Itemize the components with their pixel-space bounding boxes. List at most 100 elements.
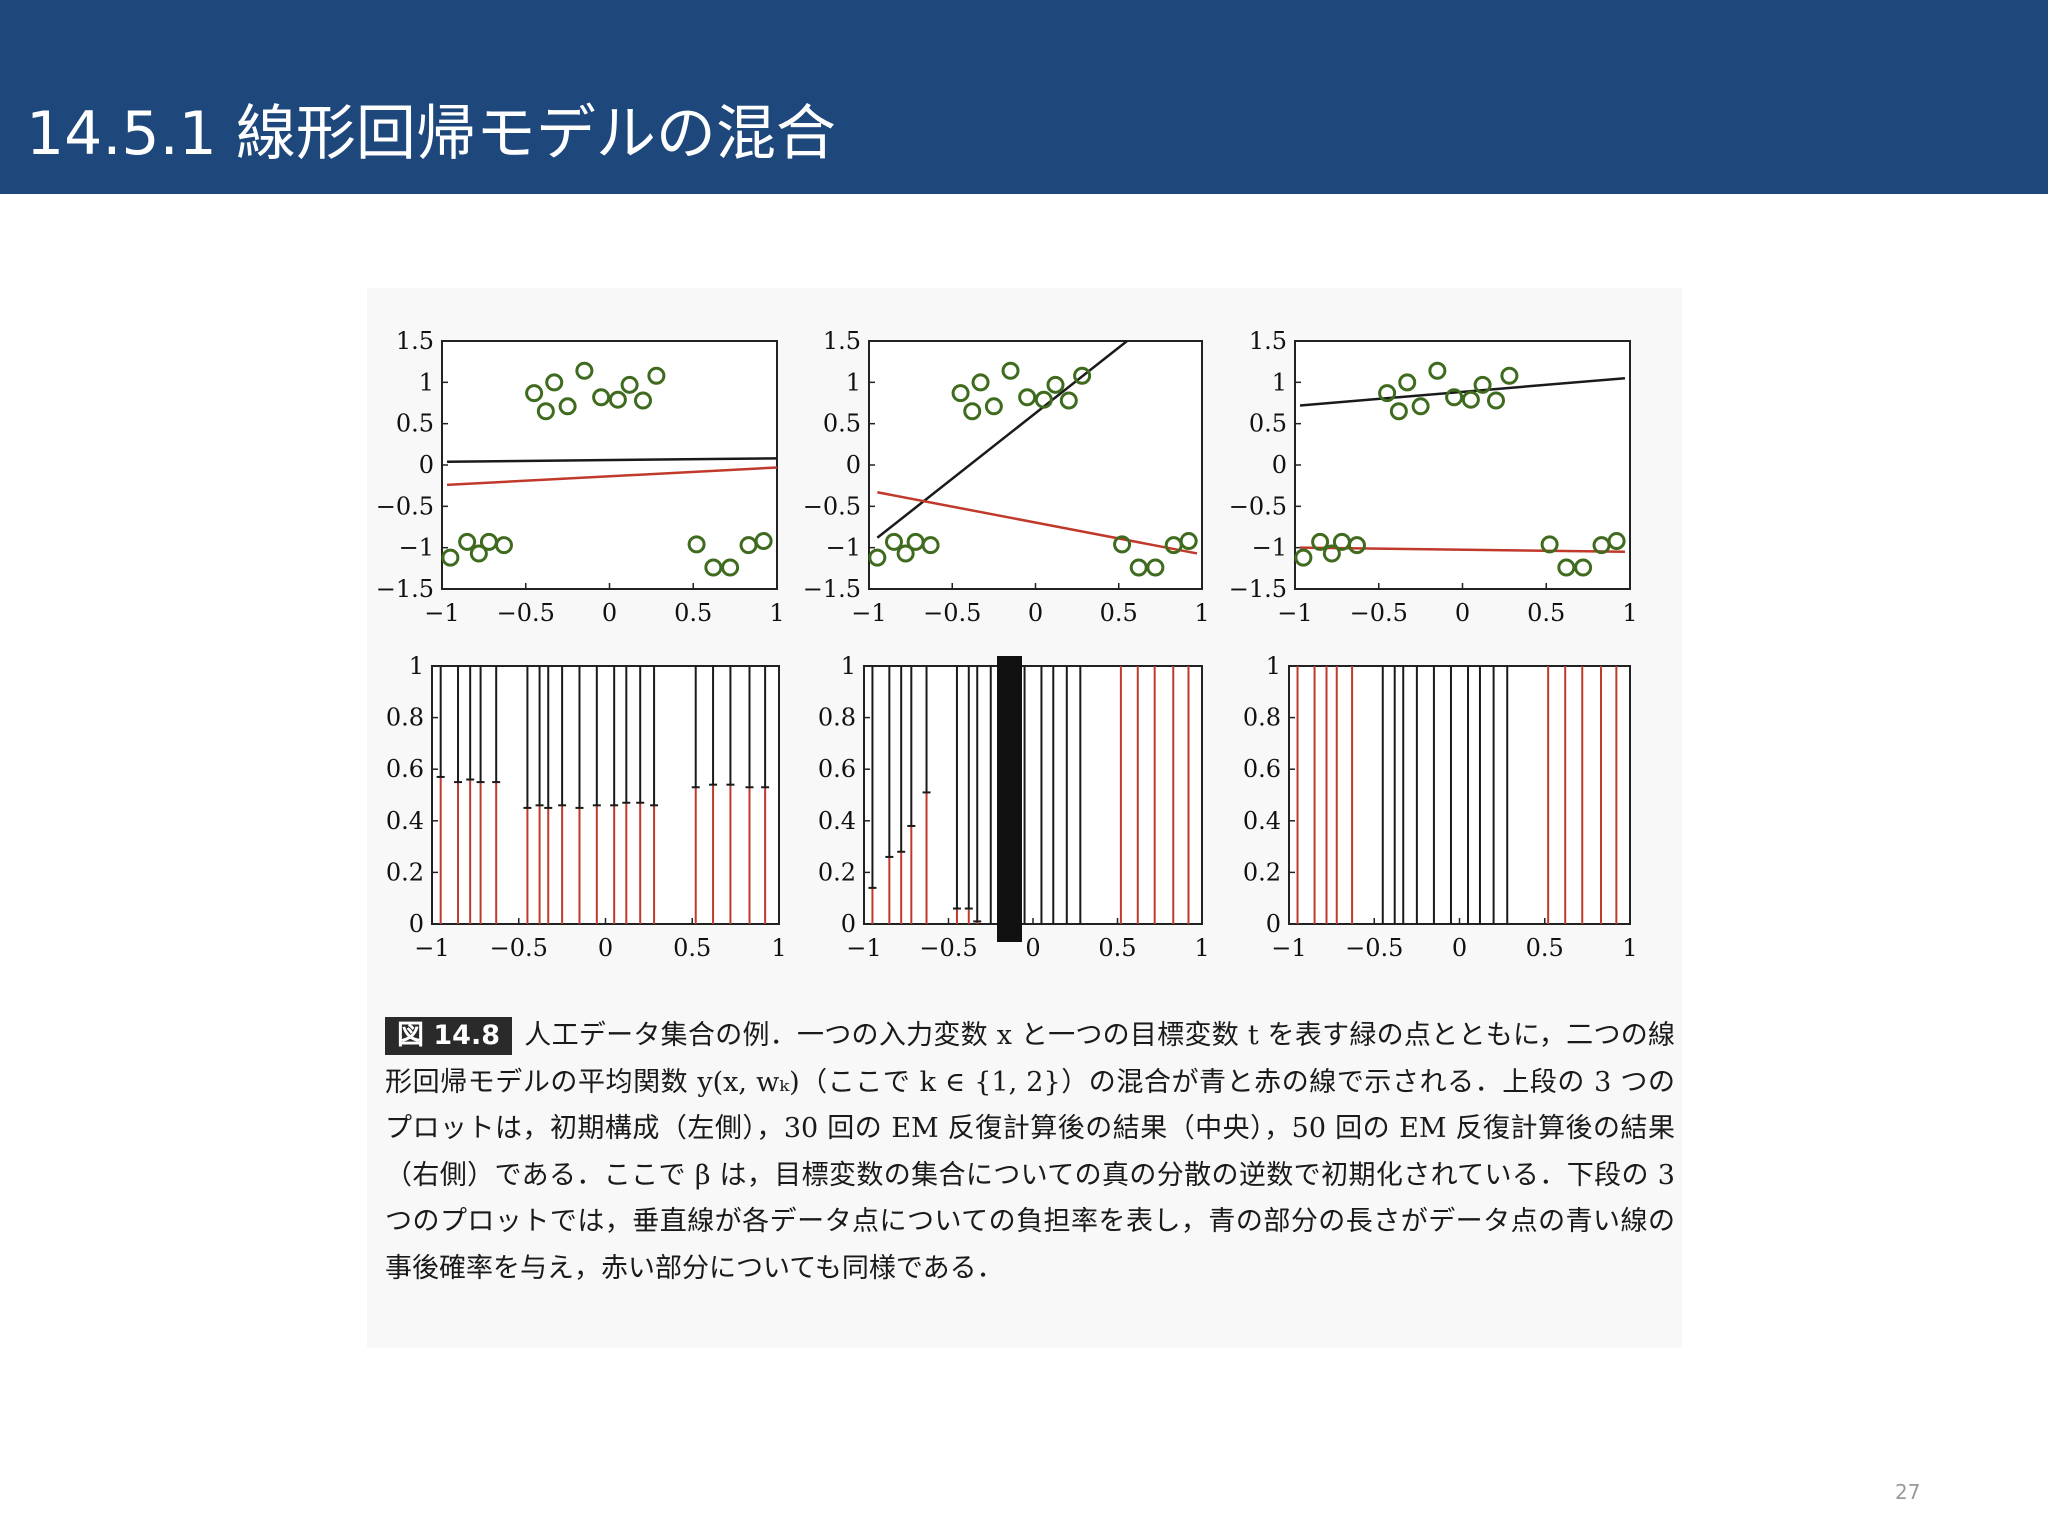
top-right-data-point [1378,384,1397,403]
top-middle-xtick-label: −0.5 [923,599,981,627]
bottom-middle-xtick-label: 1 [1194,934,1209,962]
top-right-data-point [1398,373,1417,392]
top-right-data-point [1428,361,1447,380]
top-middle-ytick-label: −0.5 [803,492,861,520]
bottom-middle-ytick-label: 0.4 [818,807,856,835]
top-middle-data-point [1073,366,1092,385]
bottom-right-xtick-label: −0.5 [1345,934,1403,962]
bottom-middle-xtick-label: 0.5 [1098,934,1136,962]
top-left-data-point [647,366,666,385]
bottom-middle-ytick-label: 0.2 [818,858,856,886]
bottom-middle-ytick-label: 1 [841,652,856,680]
top-left-data-point [545,373,564,392]
top-middle-black-line [876,340,1128,539]
top-left-data-point [608,390,627,409]
bottom-left-ytick-label: 0.6 [386,755,424,783]
top-right-ytick-label: −0.5 [1229,492,1287,520]
page-number: 27 [1895,1480,1921,1504]
top-middle-data-point [1046,375,1065,394]
top-middle-frame [868,340,1203,590]
top-middle-data-point [1034,390,1053,409]
top-left-ytick-label: 0 [419,451,434,479]
top-middle-ytick-label: 0.5 [823,410,861,438]
top-left-ytick-label: −1 [399,534,434,562]
top-right-data-point [1557,558,1576,577]
top-left-red-line [446,466,778,487]
top-left-data-point [441,548,460,567]
top-left-xtick-label: −1 [424,599,459,627]
top-right-data-point [1473,375,1492,394]
top-right-ytick-label: 1.5 [1249,327,1287,355]
top-right-ytick-label: −1.5 [1229,575,1287,603]
top-left-xtick-label: −0.5 [497,599,555,627]
top-left-ytick-label: −0.5 [376,492,434,520]
top-left-black-line [447,457,778,463]
top-right-data-point [1347,536,1366,555]
top-left-data-point [592,388,611,407]
top-middle-xtick-label: 0 [1028,599,1043,627]
top-right-data-point [1540,535,1559,554]
top-left-data-point [575,361,594,380]
bottom-right-xtick-label: 0 [1452,934,1467,962]
top-middle-data-point [1001,361,1020,380]
bottom-left-ytick-label: 0.2 [386,858,424,886]
figure-label: 図 14.8 [385,1017,513,1055]
bottom-right-ytick-label: 0.8 [1243,704,1281,732]
top-left-ytick-label: −1.5 [376,575,434,603]
top-right-data-point [1461,390,1480,409]
top-right-data-point [1322,544,1341,563]
slide-header: 14.5.1 線形回帰モデルの混合 [0,0,2048,194]
bottom-right-xtick-label: 0.5 [1526,934,1564,962]
top-left-data-point [721,558,740,577]
top-middle-data-point [951,384,970,403]
top-middle-xtick-label: 1 [1194,599,1209,627]
bottom-left-frame [431,665,780,925]
top-right-xtick-label: −1 [1277,599,1312,627]
top-middle-data-point [1018,388,1037,407]
bottom-left-ytick-label: 0 [409,910,424,938]
bottom-left-xtick-label: −0.5 [490,934,548,962]
top-right-data-point [1294,548,1313,567]
top-left-data-point [687,535,706,554]
top-right-data-point [1445,388,1464,407]
top-left-data-point [558,397,577,416]
figure-plots: −1 −0.5 0 0.5 11.510.50−0.5−1−1.5−1 −0.5 0 0.5 1… [376,327,1638,962]
top-middle-red-line [877,491,1198,555]
top-middle-data-point [1146,558,1165,577]
bottom-right-ytick-label: 0.6 [1243,755,1281,783]
top-middle-xtick-label: −1 [851,599,886,627]
top-left-xtick-label: 0.5 [674,599,712,627]
bottom-right-xtick-label: 1 [1622,934,1637,962]
top-middle-data-point [1113,535,1132,554]
top-left-data-point [620,375,639,394]
top-middle-ytick-label: 1.5 [823,327,861,355]
top-right-data-point [1500,366,1519,385]
top-middle-ytick-label: 1 [846,368,861,396]
bottom-middle-ytick-label: 0.6 [818,755,856,783]
caption-text: 人工データ集合の例．一つの入力変数 x と一つの目標変数 t を表す緑の点ととも… [385,1020,1675,1284]
bottom-left-ytick-label: 1 [409,652,424,680]
top-middle-data-point [963,402,982,421]
bottom-left-ytick-label: 0.8 [386,704,424,732]
top-left-data-point [469,544,488,563]
top-right-data-point [1574,558,1593,577]
top-left-ytick-label: 0.5 [396,410,434,438]
bottom-right-ytick-label: 0 [1266,910,1281,938]
top-right-xtick-label: 1 [1622,599,1637,627]
top-left-data-point [525,384,544,403]
bottom-middle-xtick-label: −0.5 [919,934,977,962]
top-left-xtick-label: 1 [769,599,784,627]
figure-image: −1 −0.5 0 0.5 1 1.5 1 0.5 0 −0.5 −1 −1.5 −1 −0.5 0 0.5 1… [367,288,1682,1348]
top-left-xtick-label: 0 [602,599,617,627]
top-right-data-point [1487,391,1505,410]
bottom-middle-ytick-label: 0.8 [818,704,856,732]
bottom-left-ytick-label: 0.4 [386,807,424,835]
bottom-right-ytick-label: 0.2 [1243,858,1281,886]
figure-caption: 図 14.8 人工データ集合の例．一つの入力変数 x と一つの目標変数 t を表す… [385,1013,1675,1292]
bottom-right-xtick-label: −1 [1271,934,1306,962]
top-right-data-point [1411,397,1430,416]
top-middle-data-point [1179,532,1198,551]
top-right-ytick-label: 0.5 [1249,410,1287,438]
top-right-ytick-label: −1 [1252,534,1287,562]
top-middle-data-point [984,397,1003,416]
